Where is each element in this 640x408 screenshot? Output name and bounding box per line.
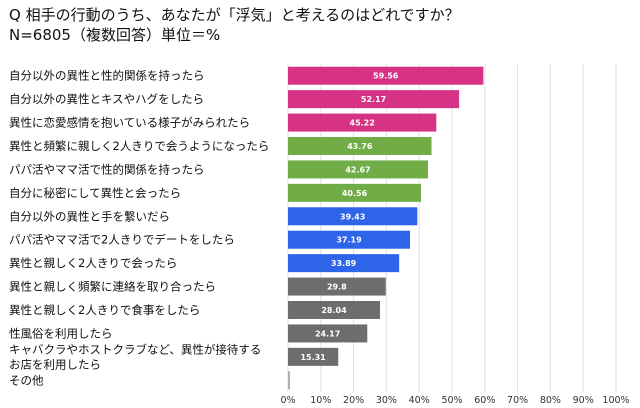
x-axis-ticks: 0% 10% 20% 30% 40% 50% 60% 70% 80% 90% 100% [280,395,629,406]
category-label: 異性と親しく2人きりで会ったら [9,256,177,270]
category-label: 異性と親しく2人きりで食事をしたら [9,303,200,317]
data-label: 29.8 [327,283,347,292]
category-label: 異性に恋愛感情を抱いている様子がみられたら [9,116,250,130]
tick-label: 60% [474,395,495,406]
tick-label: 0% [280,395,295,406]
bar [288,277,386,296]
data-label: 37.19 [336,236,362,245]
category-labels: 自分以外の異性と性的関係を持ったら自分以外の異性とキスやハグをしたら異性に恋愛感… [9,69,269,388]
data-label: 52.17 [361,95,386,104]
category-label: お店を利用したら [9,357,101,371]
data-label: 33.89 [331,259,357,268]
data-label: 45.22 [350,119,375,128]
bar [288,90,460,109]
bar [288,324,368,343]
category-label: キャバクラやホストクラブなど、異性が接待する [9,342,261,356]
bar [288,183,422,202]
bar [288,207,418,226]
category-label: 自分以外の異性と手を繋いだら [9,209,170,223]
bar [288,230,410,249]
tick-label: 100% [602,395,629,406]
tick-label: 10% [310,395,331,406]
tick-label: 30% [376,395,397,406]
category-label: その他 [9,373,44,387]
data-label: 39.43 [340,212,365,221]
chart-subtitle: N=6805（複数回答）単位＝% [9,26,221,44]
bars: 59.56 52.17 45.22 43.76 42.67 40.56 39.43 37.19… [288,66,484,390]
tick-label: 50% [441,395,462,406]
category-label: 自分に秘密にして異性と会ったら [9,186,181,200]
data-label: 59.56 [373,72,399,81]
bar [288,137,432,155]
data-label: 28.04 [321,306,347,315]
bar [288,347,339,366]
bar [288,113,437,132]
category-label: パパ活やママ活で性的関係を持ったら [9,162,205,176]
data-label: 40.56 [342,189,368,198]
category-label: 異性と頻繁に親しく2人きりで会うようになったら [9,139,269,153]
data-label: 43.76 [347,142,373,151]
tick-label: 70% [507,395,528,406]
tick-label: 20% [343,395,364,406]
category-label: 性風俗を利用したら [9,326,113,340]
bar [288,254,400,273]
category-label: 異性と親しく頻繁に連絡を取り合ったら [9,280,216,294]
bar [288,160,428,179]
tick-label: 90% [573,395,594,406]
category-label: 自分以外の異性とキスやハグをしたら [9,92,204,106]
tick-label: 80% [540,395,561,406]
data-label: 24.17 [315,329,340,338]
data-label: 15.31 [300,353,326,362]
tick-label: 40% [409,395,430,406]
bar [288,301,380,319]
gridlines [287,64,617,392]
category-label: 自分以外の異性と性的関係を持ったら [9,69,205,83]
category-label: パパ活やママ活で2人きりでデートをしたら [9,233,235,247]
bar [288,371,290,390]
bar [288,66,484,85]
chart-title: Q 相手の行動のうち、あなたが「浮気」と考えるのはどれですか？ [9,6,460,24]
data-label: 42.67 [345,165,370,174]
